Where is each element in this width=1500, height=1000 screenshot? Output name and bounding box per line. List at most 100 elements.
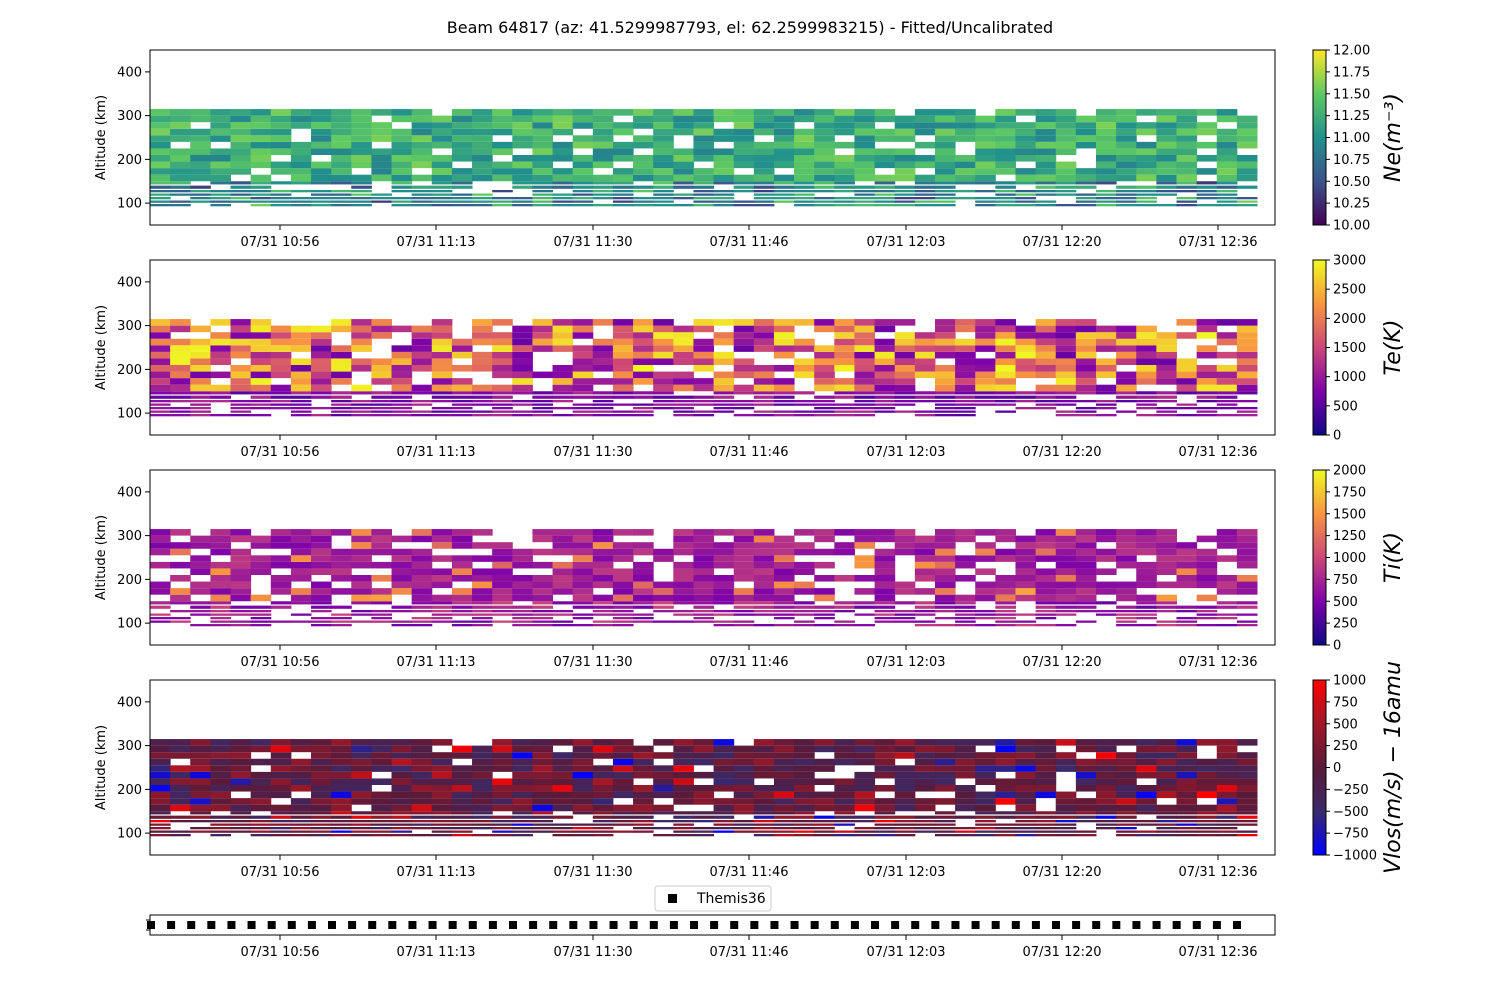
heatmap-cell	[673, 371, 694, 379]
heatmap-cell	[612, 332, 634, 339]
heatmap-cell	[673, 193, 694, 196]
heatmap-cell	[794, 128, 815, 136]
heatmap-cell	[472, 200, 493, 203]
y-tick-label: 400	[117, 275, 142, 290]
heatmap-cell	[532, 620, 554, 623]
heatmap-cell	[733, 575, 755, 582]
heatmap-cell	[552, 548, 574, 556]
x-tick-label: 07/31 10:56	[240, 865, 319, 880]
heatmap-cell	[955, 798, 976, 805]
heatmap-cell	[371, 325, 393, 333]
y-tick-label: 100	[117, 827, 142, 842]
heatmap-cell	[1176, 378, 1198, 385]
heatmap-cell	[1176, 542, 1198, 549]
heatmap-cell	[1116, 758, 1137, 766]
heatmap-cell	[753, 395, 775, 399]
heatmap-cell	[612, 391, 634, 395]
heatmap-cell	[753, 610, 775, 613]
heatmap-cell	[371, 575, 393, 582]
heatmap-cell	[914, 765, 936, 772]
heatmap-cell	[874, 403, 896, 406]
heatmap-cell	[411, 325, 433, 333]
heatmap-cell	[1095, 535, 1117, 543]
heatmap-cell	[653, 827, 674, 830]
heatmap-cell	[612, 200, 634, 203]
heatmap-cell	[1116, 771, 1137, 779]
heatmap-cell	[955, 815, 976, 819]
heatmap-cell	[834, 197, 855, 200]
heatmap-cell	[391, 174, 413, 182]
colorbar-gradient	[1312, 469, 1327, 646]
heatmap-cell	[351, 548, 372, 556]
heatmap-cell	[411, 815, 433, 819]
heatmap-cell	[451, 820, 473, 823]
heatmap-cell	[351, 765, 372, 772]
heatmap-cell	[492, 594, 513, 602]
heatmap-cell	[1216, 197, 1238, 200]
heatmap-cell	[834, 830, 855, 833]
heatmap-cell	[1156, 345, 1177, 352]
heatmap-cell	[975, 758, 996, 766]
heatmap-cell	[451, 575, 473, 582]
heatmap-cell	[1035, 109, 1057, 116]
heatmap-cell	[552, 804, 574, 812]
heatmap-cell	[612, 575, 634, 582]
heatmap-cell	[230, 109, 252, 116]
heatmap-cell	[290, 141, 312, 149]
heatmap-cell	[1156, 542, 1177, 549]
heatmap-cells	[150, 529, 1258, 627]
heatmap-cell	[1176, 148, 1198, 155]
heatmap-cell	[351, 610, 372, 613]
heatmap-cell	[1176, 332, 1198, 339]
heatmap-cell	[512, 197, 533, 200]
heatmap-cell	[753, 200, 775, 203]
heatmap-cell	[512, 620, 533, 623]
heatmap-cell	[753, 193, 775, 196]
heatmap-cell	[270, 365, 292, 372]
heatmap-cell	[693, 771, 715, 779]
heatmap-cell	[572, 395, 594, 399]
heatmap-cell	[351, 174, 372, 182]
heatmap-cell	[874, 185, 896, 189]
heatmap-cell	[331, 798, 352, 805]
heatmap-cell	[854, 804, 876, 812]
heatmap-cell	[250, 384, 272, 392]
heatmap-cell	[975, 820, 996, 823]
heatmap-cell	[1075, 365, 1097, 372]
heatmap-cell	[1216, 174, 1238, 182]
heatmap-cell	[170, 529, 191, 536]
heatmap-cell	[331, 605, 352, 609]
colorbar-tick-label: 3000	[1333, 254, 1366, 269]
figure-title: Beam 64817 (az: 41.5299987793, el: 62.25…	[447, 18, 1053, 37]
heatmap-cell	[1196, 765, 1218, 772]
heatmap-cell	[331, 617, 352, 620]
heatmap-cell	[270, 338, 292, 346]
heatmap-cell	[894, 827, 916, 830]
heatmap-cell	[955, 804, 976, 812]
colorbar-tick-label: 10.50	[1333, 175, 1370, 190]
heatmap-cell	[753, 197, 775, 200]
heatmap-cell	[1075, 529, 1097, 536]
heatmap-cell	[713, 174, 735, 182]
heatmap-cell	[633, 613, 654, 616]
heatmap-cell	[411, 771, 433, 779]
heatmap-cell	[331, 529, 352, 536]
heatmap-cell	[733, 785, 755, 792]
heatmap-cell	[733, 620, 755, 623]
heatmap-cell	[653, 785, 674, 792]
heatmap-cell	[391, 804, 413, 812]
heatmap-cell	[210, 338, 232, 346]
heatmap-cell	[633, 358, 654, 365]
heatmap-cell	[854, 325, 876, 333]
heatmap-cell	[673, 384, 694, 392]
heatmap-cell	[472, 384, 493, 392]
heatmap-cell	[230, 594, 252, 602]
heatmap-cell	[431, 575, 453, 582]
heatmap-cell	[1015, 109, 1037, 116]
heatmap-cell	[773, 200, 795, 203]
heatmap-cell	[451, 815, 473, 819]
heatmap-cell	[351, 400, 372, 403]
heatmap-cell	[1075, 785, 1097, 792]
heatmap-cell	[351, 613, 372, 616]
heatmap-cell	[612, 529, 634, 536]
